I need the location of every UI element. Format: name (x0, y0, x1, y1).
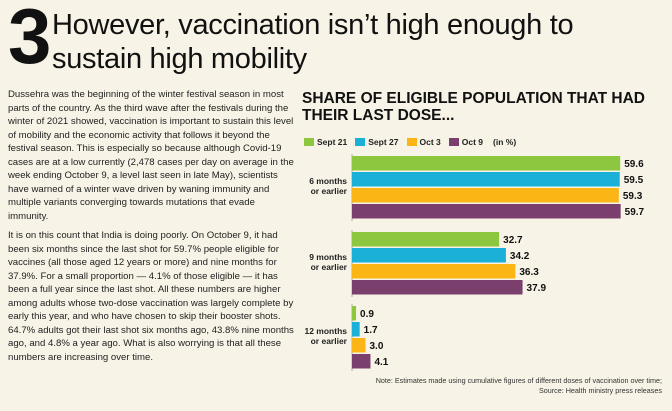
data-label: 59.7 (625, 207, 645, 218)
category-label: or earlier (311, 186, 348, 196)
bar (352, 280, 523, 295)
paragraph-2: It is on this count that India is doing … (8, 230, 294, 363)
legend-unit: (in %) (493, 137, 517, 147)
legend-item-oct9: Oct 9 (448, 137, 484, 147)
category-label: 12 months (304, 326, 347, 336)
category-label: or earlier (311, 262, 348, 272)
section-number: 3 (8, 0, 52, 80)
data-label: 32.7 (503, 235, 523, 246)
legend-label: Sept 21 (317, 137, 348, 147)
data-label: 34.2 (510, 251, 530, 262)
note-line-1: Note: Estimates made using cumulative fi… (375, 376, 662, 385)
bar (352, 156, 621, 171)
bar (352, 232, 500, 247)
bar (352, 204, 621, 219)
paragraph-1: Dussehra was the beginning of the winter… (8, 89, 294, 222)
legend-swatch (448, 138, 459, 146)
legend-swatch (304, 138, 314, 146)
headline-title: However, vaccination isn’t high enough t… (52, 9, 574, 75)
headline: 3 However, vaccination isn’t high enough… (8, 0, 668, 82)
legend-item-oct3: Oct 3 (406, 137, 441, 147)
article-body: Dussehra was the beginning of the winter… (8, 88, 296, 370)
bar (352, 172, 620, 187)
legend-label: Oct 3 (419, 137, 441, 147)
category-label: 9 months (309, 252, 347, 262)
data-label: 37.9 (527, 283, 547, 294)
data-label: 3.0 (370, 341, 384, 352)
legend-label: Oct 9 (461, 137, 484, 147)
bar (352, 188, 619, 203)
data-label: 36.3 (519, 267, 539, 278)
chart-legend: Sept 21 Sept 27 Oct 3 Oct 9 (in %) (304, 136, 516, 148)
category-label: 6 months (309, 176, 347, 186)
data-label: 59.6 (624, 159, 644, 170)
legend-swatch (406, 138, 417, 146)
data-label: 1.7 (364, 325, 378, 336)
bar (352, 322, 360, 337)
source-line: Source: Health ministry press releases (538, 385, 662, 395)
bar (352, 354, 371, 369)
data-label: 59.5 (624, 175, 644, 186)
legend-item-sept21: Sept 21 (304, 137, 347, 147)
legend-swatch (355, 138, 366, 146)
legend-item-sept27: Sept 27 (355, 137, 399, 147)
bar (352, 338, 366, 353)
data-label: 59.3 (623, 191, 643, 202)
chart-title: SHARE OF ELIGIBLE POPULATION THAT HAD TH… (302, 90, 646, 124)
bar (352, 306, 357, 321)
category-label: or earlier (311, 336, 348, 346)
chart-note: Note: Estimates made using cumulative fi… (302, 376, 662, 395)
legend-label: Sept 27 (368, 137, 399, 147)
bar (352, 264, 516, 279)
data-label: 4.1 (374, 357, 388, 368)
data-label: 0.9 (360, 309, 374, 320)
bar (352, 248, 506, 263)
